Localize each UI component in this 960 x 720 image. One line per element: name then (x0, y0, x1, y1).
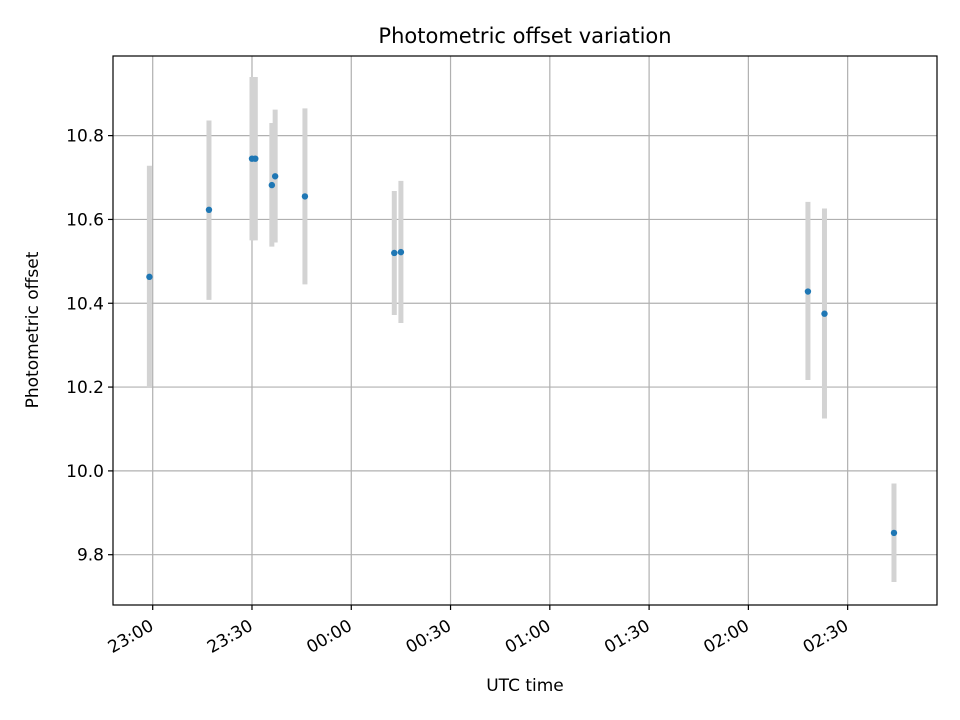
data-point (205, 206, 213, 214)
data-point (391, 249, 398, 257)
data-point (397, 248, 405, 256)
chart-title: Photometric offset variation (378, 24, 671, 48)
y-tick-label: 9.8 (77, 546, 104, 566)
x-tick-label: 00:30 (403, 616, 455, 658)
data-point (804, 288, 812, 295)
x-axis-label: UTC time (486, 676, 564, 696)
y-tick-label: 10.4 (66, 294, 104, 314)
x-tick-label: 02:30 (800, 616, 852, 658)
grid (113, 56, 937, 605)
x-tick-label: 23:00 (105, 616, 157, 658)
y-tick-label: 10.6 (66, 210, 104, 230)
x-tick-label: 02:00 (700, 616, 752, 658)
plot-area-frame (112, 55, 938, 606)
data-point (821, 310, 828, 317)
data-point (890, 529, 898, 537)
data-points (146, 155, 898, 537)
y-tick-label: 10.8 (66, 127, 104, 147)
y-axis-label: Photometric offset (23, 251, 43, 408)
x-tick-label: 00:00 (303, 616, 355, 658)
x-tick-label: 01:30 (601, 616, 653, 658)
error-bars (146, 76, 897, 582)
y-tick-label: 10.2 (66, 378, 104, 398)
data-point (271, 173, 279, 180)
data-point (146, 273, 153, 281)
x-axis: 23:00 23:30 00:00 00:30 01:00 01:30 02:00 02:30 (105, 605, 852, 658)
data-point (301, 193, 309, 200)
y-tick-label: 10.0 (66, 462, 104, 482)
x-tick-label: 23:30 (204, 616, 256, 658)
x-tick-label: 01:00 (502, 616, 554, 658)
data-point (252, 155, 259, 162)
y-axis: 9.8 10.0 10.2 10.4 10.6 10.8 (66, 127, 113, 566)
data-point (268, 181, 276, 189)
